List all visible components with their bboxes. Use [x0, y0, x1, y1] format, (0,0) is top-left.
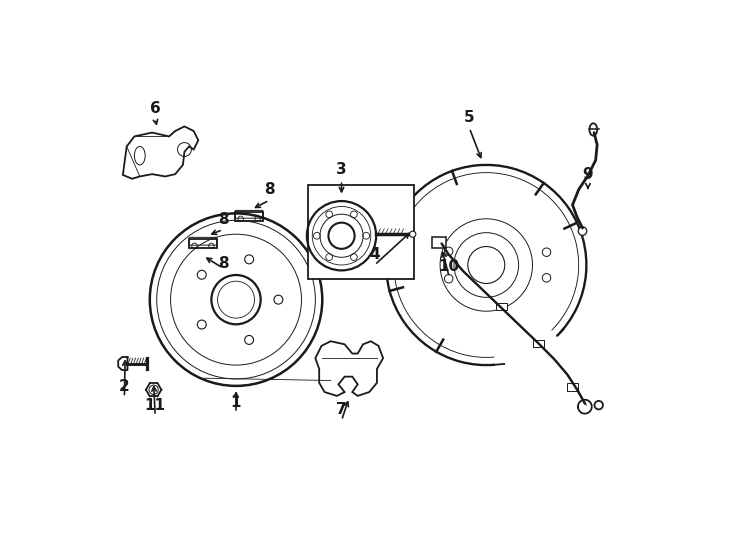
Text: 9: 9	[583, 167, 593, 182]
Text: 5: 5	[464, 110, 475, 125]
Circle shape	[410, 231, 416, 237]
Text: 6: 6	[150, 100, 161, 116]
Text: 2: 2	[119, 380, 130, 394]
Circle shape	[578, 227, 586, 235]
Text: 4: 4	[369, 247, 380, 262]
Bar	[534, 340, 544, 347]
Text: 11: 11	[145, 398, 166, 413]
Text: 1: 1	[230, 395, 241, 410]
Text: 10: 10	[439, 259, 460, 274]
Text: 3: 3	[336, 162, 347, 177]
Bar	[496, 303, 507, 310]
Bar	[432, 237, 446, 248]
Text: 7: 7	[336, 402, 347, 417]
Text: 8: 8	[264, 182, 275, 197]
Text: 8: 8	[218, 256, 228, 271]
Bar	[308, 185, 414, 279]
Text: 8: 8	[218, 212, 228, 226]
Ellipse shape	[589, 123, 597, 136]
Bar	[567, 383, 578, 390]
